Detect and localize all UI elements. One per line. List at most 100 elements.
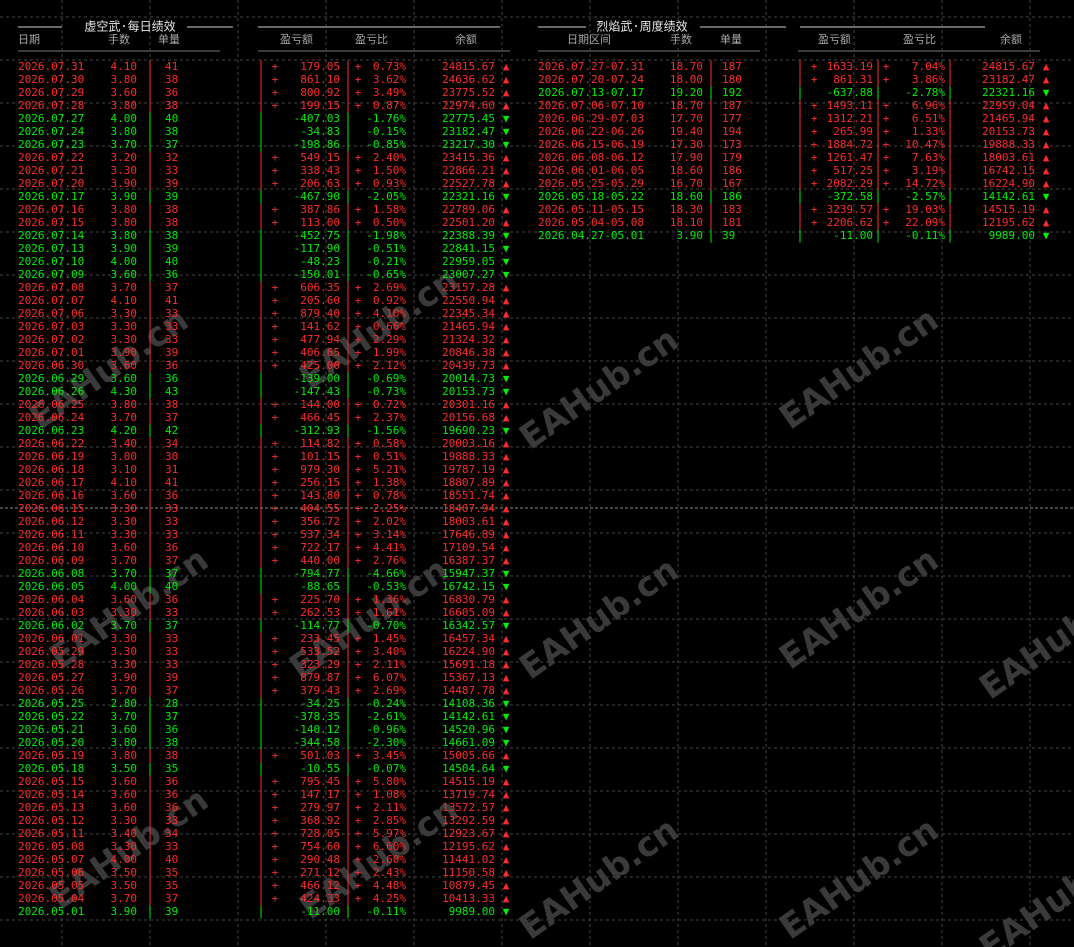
cell-pct: -1.76% [366, 112, 406, 125]
cell-pct: 0.93% [373, 177, 406, 190]
cell-lots: 3.60 [111, 86, 138, 99]
table-row: 2026.07.13-07.17 19.20 192 -637.88 -2.78% 223… [538, 86, 1050, 100]
table-row: 2026.07.13 3.90 39 -117.90 -0.51% 22841.15 ▼ [18, 242, 510, 256]
table-row: 2026.07.24 3.80 38 -34.83 -0.15% 23182.47 ▼ [18, 125, 510, 139]
cell-balance: 16742.15 [982, 164, 1035, 177]
cell-orders: 36 [165, 723, 178, 736]
cell-pct-sign: + [355, 554, 362, 567]
cell-lots: 3.60 [111, 775, 138, 788]
cell-pct-sign: + [883, 164, 890, 177]
cell-date: 2026.06.25 [18, 398, 84, 411]
cell-balance: 21465.94 [442, 320, 495, 333]
cell-lots: 4.10 [111, 60, 138, 73]
cell-pct-sign: + [355, 879, 362, 892]
cell-balance: 14661.09 [442, 736, 495, 749]
cell-date: 2026.07.29 [18, 86, 84, 99]
cell-pnl: -452.75 [294, 229, 340, 242]
cell-balance: 23217.30 [442, 138, 495, 151]
cell-balance: 14108.36 [442, 697, 495, 710]
cell-pct-sign: + [355, 307, 362, 320]
cell-pct: 2.29% [373, 333, 406, 346]
cell-orders: 38 [165, 229, 178, 242]
table-row: 2026.05.25 2.80 28 -34.25 -0.24% 14108.36 ▼ [18, 697, 510, 711]
cell-date: 2026.07.20 [18, 177, 84, 190]
cell-lots: 3.60 [111, 489, 138, 502]
cell-pct: -2.30% [366, 736, 406, 749]
cell-date: 2026.05.25-05.29 [538, 177, 644, 190]
table-row: 2026.06.24 3.70 37 +466.45 +2.37% 20156.68 ▲ [18, 411, 510, 425]
cell-sign: + [272, 281, 279, 294]
cell-pnl: 537.34 [300, 528, 340, 541]
cell-lots: 3.30 [111, 333, 138, 346]
table-row: 2026.07.30 3.80 38 +861.10 +3.62% 24636.62 ▲ [18, 73, 510, 87]
cell-pct: 6.60% [373, 840, 406, 853]
cell-pct: 0.73% [373, 60, 406, 73]
cell-trend: ▲ [503, 645, 510, 658]
cell-trend: ▼ [503, 372, 510, 385]
cell-pnl: 206.63 [300, 177, 340, 190]
cell-orders: 39 [165, 190, 178, 203]
cell-lots: 3.90 [677, 229, 704, 242]
cell-orders: 38 [165, 736, 178, 749]
cell-trend: ▼ [503, 190, 510, 203]
cell-date: 2026.07.08 [18, 281, 84, 294]
cell-pct-sign: + [355, 99, 362, 112]
cell-lots: 3.60 [111, 372, 138, 385]
table-row: 2026.07.14 3.80 38 -452.75 -1.98% 22388.39 ▼ [18, 229, 510, 243]
cell-pct: 4.41% [373, 541, 406, 554]
cell-pnl: 233.45 [300, 632, 340, 645]
cell-pct-sign: + [883, 177, 890, 190]
cell-trend: ▲ [503, 437, 510, 450]
cell-pnl: 101.15 [300, 450, 340, 463]
cell-pnl: 387.86 [300, 203, 340, 216]
cell-orders: 186 [722, 164, 742, 177]
cell-pnl: 879.87 [300, 671, 340, 684]
cell-trend: ▼ [503, 125, 510, 138]
cell-lots: 3.40 [111, 437, 138, 450]
cell-trend: ▲ [503, 463, 510, 476]
cell-balance: 19888.33 [982, 138, 1035, 151]
cell-date: 2026.06.29-07.03 [538, 112, 644, 125]
cell-pnl: -34.25 [300, 697, 340, 710]
cell-date: 2026.06.19 [18, 450, 84, 463]
cell-trend: ▲ [1043, 177, 1050, 190]
cell-trend: ▼ [503, 619, 510, 632]
cell-balance: 18003.61 [442, 515, 495, 528]
cell-balance: 23775.52 [442, 86, 495, 99]
table-row: 2026.06.01 3.30 33 +233.45 +1.45% 16457.34 ▲ [18, 632, 510, 646]
cell-date: 2026.05.01 [18, 905, 84, 918]
cell-balance: 16387.37 [442, 554, 495, 567]
cell-pct-sign: + [355, 606, 362, 619]
cell-pct: -0.24% [366, 697, 406, 710]
cell-trend: ▲ [503, 307, 510, 320]
cell-lots: 3.80 [111, 73, 138, 86]
cell-lots: 3.70 [111, 684, 138, 697]
cell-balance: 22388.39 [442, 229, 495, 242]
table-row: 2026.07.06-07.10 18.70 187 +1493.11 +6.96% 22… [538, 99, 1050, 113]
cell-pct-sign: + [355, 203, 362, 216]
table-row: 2026.07.08 3.70 37 +606.35 +2.69% 23157.28 ▲ [18, 281, 510, 295]
cell-balance: 14142.61 [442, 710, 495, 723]
cell-pct-sign: + [355, 645, 362, 658]
cell-pnl: 517.25 [833, 164, 873, 177]
cell-orders: 41 [165, 476, 178, 489]
cell-orders: 30 [165, 450, 178, 463]
cell-balance: 22550.94 [442, 294, 495, 307]
cell-balance: 20003.16 [442, 437, 495, 450]
cell-pnl: 3239.57 [827, 203, 873, 216]
cell-pnl: 800.92 [300, 86, 340, 99]
cell-orders: 39 [722, 229, 735, 242]
table-title: 烈焰武·周度绩效 [596, 19, 687, 34]
cell-trend: ▲ [503, 346, 510, 359]
cell-balance: 11441.02 [442, 853, 495, 866]
cell-pnl: 144.00 [300, 398, 340, 411]
table-row: 2026.06.26 4.30 43 -147.43 -0.73% 20153.73 ▼ [18, 385, 510, 399]
cell-orders: 41 [165, 294, 178, 307]
cell-balance: 22959.05 [442, 255, 495, 268]
cell-lots: 3.60 [111, 593, 138, 606]
cell-orders: 37 [165, 567, 178, 580]
table-row: 2026.07.22 3.20 32 +549.15 +2.40% 23415.36 ▲ [18, 151, 510, 165]
cell-pnl: 356.72 [300, 515, 340, 528]
cell-date: 2026.06.03 [18, 606, 84, 619]
cell-pct: 2.69% [373, 684, 406, 697]
